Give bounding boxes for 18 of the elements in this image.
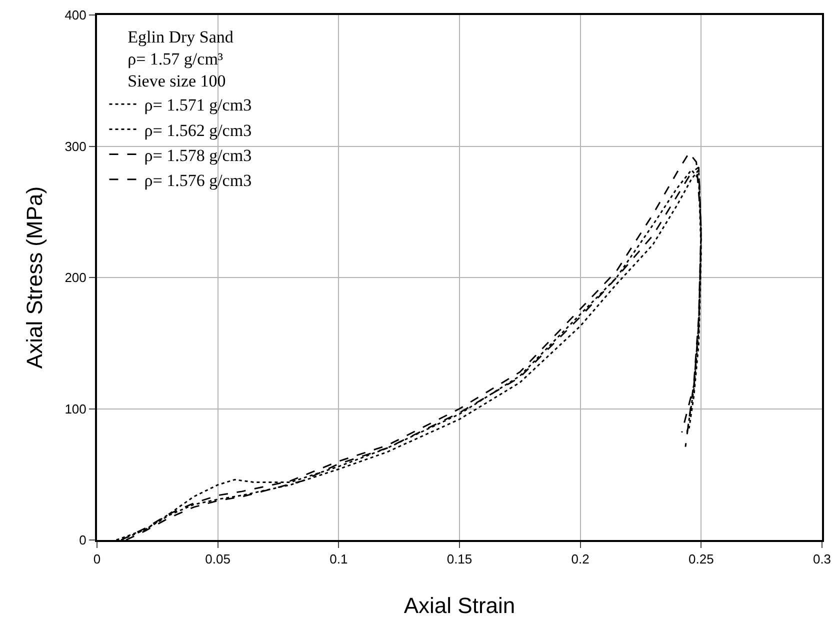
x-tick-label: 0.3 [812, 552, 832, 567]
y-tick-label: 100 [64, 401, 86, 416]
y-tick-label: 400 [64, 8, 86, 23]
legend-label: ρ= 1.571 g/cm3 [144, 96, 252, 115]
x-tick-label: 0.1 [330, 552, 348, 567]
x-tick-label: 0.2 [571, 552, 590, 567]
legend-label: ρ= 1.578 g/cm3 [144, 146, 252, 165]
x-tick-label: 0.15 [446, 552, 472, 567]
x-tick-label: 0 [93, 552, 101, 567]
y-axis-title: Axial Stress (MPa) [22, 186, 47, 369]
x-axis-title: Axial Strain [404, 593, 516, 618]
legend-label: ρ= 1.562 g/cm3 [144, 120, 252, 140]
x-tick-label: 0.25 [688, 552, 714, 567]
legend-label: ρ= 1.576 g/cm3 [144, 171, 252, 190]
y-tick-label: 200 [64, 270, 86, 286]
x-tick-label: 0.05 [205, 552, 230, 567]
y-tick-label: 300 [64, 138, 86, 154]
y-tick-label: 0 [79, 532, 86, 548]
